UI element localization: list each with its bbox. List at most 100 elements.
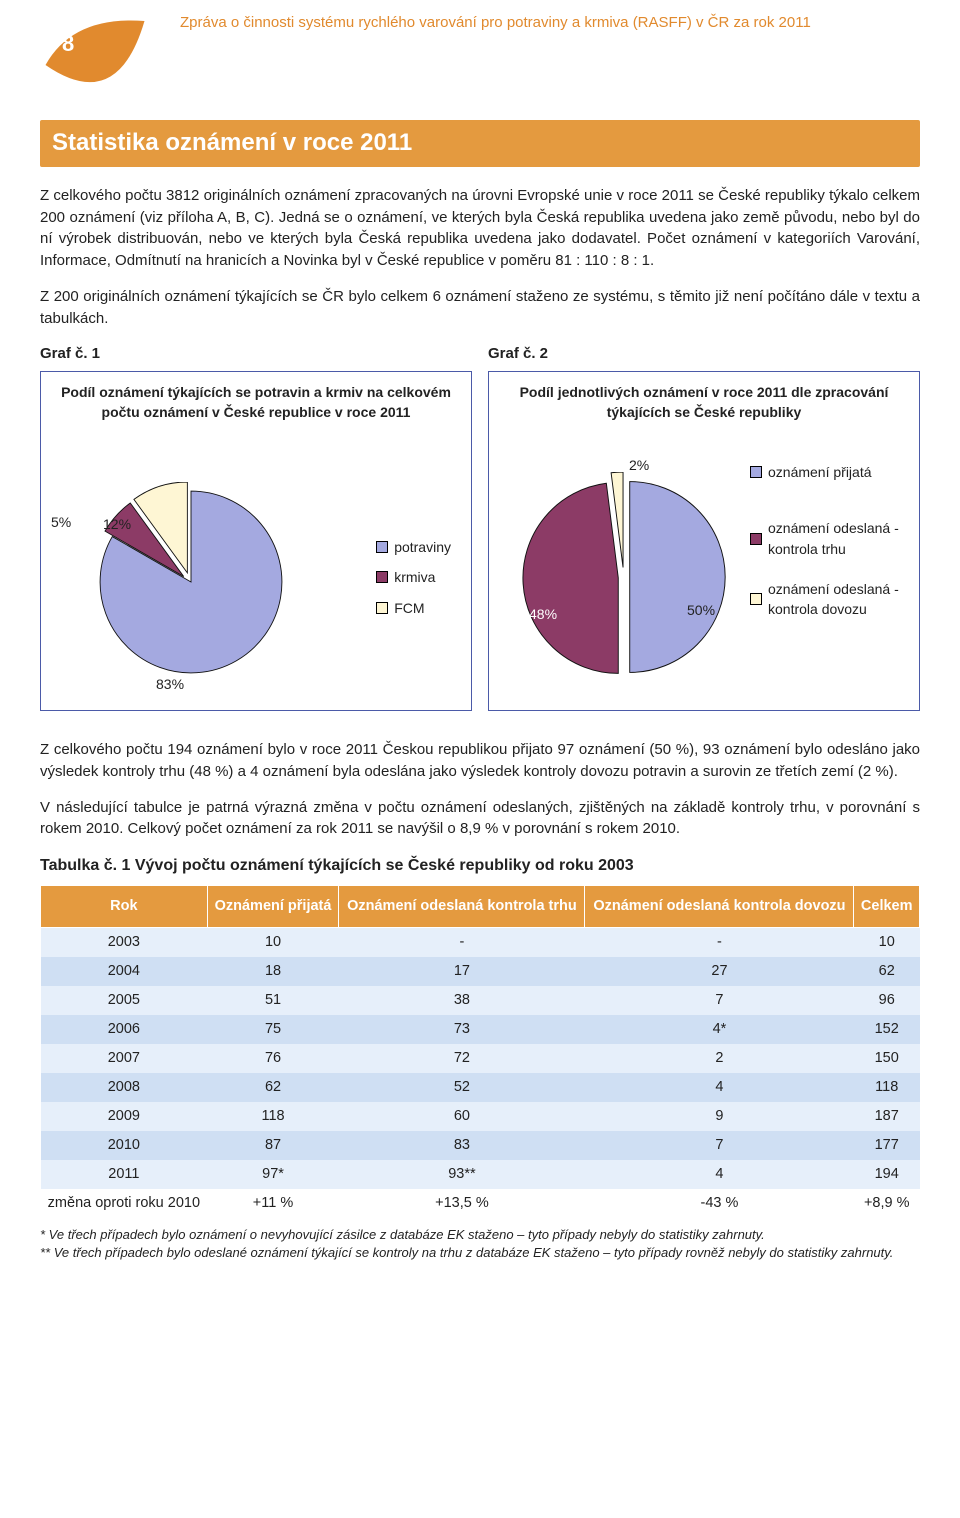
table-cell: +8,9 % [854, 1189, 920, 1218]
chart2-pct-dovozu: 2% [629, 455, 649, 475]
table-cell: 73 [339, 1015, 585, 1044]
table-change-row: změna oproti roku 2010+11 %+13,5 %-43 %+… [41, 1189, 920, 1218]
paragraph-4: V následující tabulce je patrná výrazná … [40, 797, 920, 841]
table-cell: 177 [854, 1131, 920, 1160]
chart1-pie [91, 482, 291, 689]
table-cell: 51 [207, 986, 339, 1015]
table-cell: 2008 [41, 1073, 208, 1102]
table-cell: 2003 [41, 928, 208, 958]
table-cell: 2007 [41, 1044, 208, 1073]
legend-item: krmiva [376, 567, 451, 587]
table-cell: 52 [339, 1073, 585, 1102]
chart1-pct-fcm: 12% [103, 514, 131, 534]
charts-row: Graf č. 1 Podíl oznámení týkajících se p… [40, 343, 920, 711]
th-celkem: Celkem [854, 886, 920, 928]
table-cell: 187 [854, 1102, 920, 1131]
table-cell: 7 [585, 986, 854, 1015]
chart2-legend: oznámení přijatá oznámení odeslaná - kon… [750, 462, 905, 629]
paragraph-3: Z celkového počtu 194 oznámení bylo v ro… [40, 739, 920, 783]
legend-label: oznámení odeslaná - kontrola dovozu [768, 579, 905, 620]
table-row: 20055138796 [41, 986, 920, 1015]
legend-item: oznámení odeslaná - kontrola dovozu [750, 579, 905, 620]
footnote-1: * Ve třech případech bylo oznámení o nev… [40, 1226, 920, 1244]
table-cell: 76 [207, 1044, 339, 1073]
page-header: 8 Zpráva o činnosti systému rychlého var… [40, 0, 920, 120]
table-cell: 97* [207, 1160, 339, 1189]
table-cell: 2 [585, 1044, 854, 1073]
chart1-pct-krmiva: 5% [51, 512, 71, 532]
table-header-row: Rok Oznámení přijatá Oznámení odeslaná k… [41, 886, 920, 928]
chart1-legend: potraviny krmiva FCM [376, 537, 451, 628]
table-cell: 4* [585, 1015, 854, 1044]
table-row: 200310--10 [41, 928, 920, 958]
table-cell: 72 [339, 1044, 585, 1073]
table-cell: 18 [207, 957, 339, 986]
legend-label: oznámení odeslaná - kontrola trhu [768, 518, 905, 559]
table-cell: 10 [207, 928, 339, 958]
th-dovozu: Oznámení odeslaná kontrola dovozu [585, 886, 854, 928]
table-cell: - [339, 928, 585, 958]
table-cell: 118 [207, 1102, 339, 1131]
table-cell: 4 [585, 1160, 854, 1189]
legend-item: oznámení přijatá [750, 462, 905, 482]
table-row: 200675734*152 [41, 1015, 920, 1044]
table-cell: 118 [854, 1073, 920, 1102]
table-cell: 194 [854, 1160, 920, 1189]
table-cell: 10 [854, 928, 920, 958]
table-cell: 2006 [41, 1015, 208, 1044]
legend-label: oznámení přijatá [768, 462, 872, 482]
chart2-pct-prijata: 50% [687, 600, 715, 620]
table-row: 201197*93**4194 [41, 1160, 920, 1189]
legend-item: potraviny [376, 537, 451, 557]
table-cell: 83 [339, 1131, 585, 1160]
table-cell: 150 [854, 1044, 920, 1073]
paragraph-1: Z celkového počtu 3812 originálních ozná… [40, 185, 920, 272]
legend-label: krmiva [394, 567, 435, 587]
table-cell: 60 [339, 1102, 585, 1131]
footnote-2: ** Ve třech případech bylo odeslané ozná… [40, 1244, 920, 1262]
table-cell: 7 [585, 1131, 854, 1160]
chart1-title: Podíl oznámení týkajících se potravin a … [41, 372, 471, 429]
section-title: Statistika oznámení v roce 2011 [40, 120, 920, 167]
table-cell: změna oproti roku 2010 [41, 1189, 208, 1218]
legend-label: potraviny [394, 537, 451, 557]
table-cell: 2011 [41, 1160, 208, 1189]
table-title: Tabulka č. 1 Vývoj počtu oznámení týkají… [40, 854, 920, 877]
table-row: 201087837177 [41, 1131, 920, 1160]
chart1-pct-potraviny: 83% [156, 674, 184, 694]
legend-label: FCM [394, 598, 424, 618]
table-cell: 96 [854, 986, 920, 1015]
table-cell: 2010 [41, 1131, 208, 1160]
table-row: 200776722150 [41, 1044, 920, 1073]
page-number: 8 [62, 28, 74, 60]
table-cell: - [585, 928, 854, 958]
table-cell: 2004 [41, 957, 208, 986]
table-row: 2009118609187 [41, 1102, 920, 1131]
table-cell: 2005 [41, 986, 208, 1015]
data-table: Rok Oznámení přijatá Oznámení odeslaná k… [40, 885, 920, 1218]
running-title: Zpráva o činnosti systému rychlého varov… [180, 12, 811, 34]
chart1-box: Podíl oznámení týkajících se potravin a … [40, 371, 472, 711]
table-cell: 152 [854, 1015, 920, 1044]
table-cell: 62 [854, 957, 920, 986]
chart2-pct-trhu: 48% [529, 604, 557, 624]
table-cell: 2009 [41, 1102, 208, 1131]
chart2-label: Graf č. 2 [488, 343, 920, 365]
table-cell: 62 [207, 1073, 339, 1102]
th-prijata: Oznámení přijatá [207, 886, 339, 928]
paragraph-2: Z 200 originálních oznámení týkajících s… [40, 286, 920, 330]
th-rok: Rok [41, 886, 208, 928]
chart1-label: Graf č. 1 [40, 343, 472, 365]
table-cell: +13,5 % [339, 1189, 585, 1218]
table-cell: 4 [585, 1073, 854, 1102]
chart2-title: Podíl jednotlivých oznámení v roce 2011 … [489, 372, 919, 429]
table-row: 200418172762 [41, 957, 920, 986]
table-row: 200862524118 [41, 1073, 920, 1102]
table-cell: 75 [207, 1015, 339, 1044]
legend-item: oznámení odeslaná - kontrola trhu [750, 518, 905, 559]
chart2-box: Podíl jednotlivých oznámení v roce 2011 … [488, 371, 920, 711]
footnotes: * Ve třech případech bylo oznámení o nev… [40, 1226, 920, 1261]
table-cell: +11 % [207, 1189, 339, 1218]
table-cell: 87 [207, 1131, 339, 1160]
table-cell: 93** [339, 1160, 585, 1189]
